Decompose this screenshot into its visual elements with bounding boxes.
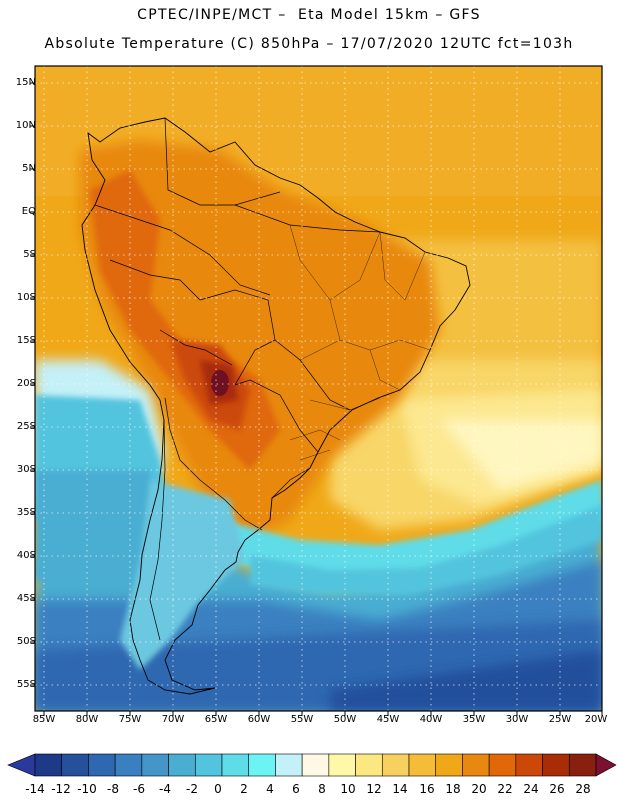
colorbar-label: 8: [318, 782, 326, 796]
colorbar-swatch: [168, 753, 196, 777]
colorbar-label: -12: [51, 782, 71, 796]
colorbar-label: 18: [445, 782, 461, 796]
title-line-1: CPTEC/INPE/MCT – Eta Model 15km – GFS: [137, 7, 481, 23]
colorbar-swatch: [275, 753, 303, 777]
colorbar-swatch: [542, 753, 570, 777]
lon-label-60w: 60W: [247, 714, 271, 725]
lat-label-10n: 10N: [15, 120, 36, 131]
colorbar-label: -10: [77, 782, 97, 796]
colorbar-swatch: [435, 753, 463, 777]
colorbar-swatch: [221, 753, 250, 777]
colorbar-label: 10: [340, 782, 356, 796]
colorbar-swatch: [328, 753, 356, 777]
lon-label-40w: 40W: [419, 714, 443, 725]
lat-label-5s: 5S: [23, 249, 36, 260]
lat-label-30s: 30S: [16, 464, 36, 475]
colorbar: [7, 753, 617, 777]
lon-label-70w: 70W: [161, 714, 185, 725]
map-frame: [34, 65, 603, 712]
lon-label-25w: 25W: [548, 714, 572, 725]
lon-label-75w: 75W: [118, 714, 142, 725]
colorbar-swatch: [301, 753, 330, 777]
colorbar-swatch: [61, 753, 89, 777]
colorbar-swatch: [141, 753, 169, 777]
colorbar-swatch: [194, 753, 223, 777]
lat-label-15s: 15S: [16, 335, 36, 346]
colorbar-label: 26: [549, 782, 565, 796]
colorbar-label: -6: [133, 782, 145, 796]
lon-label-50w: 50W: [333, 714, 357, 725]
lat-label-35s: 35S: [16, 507, 36, 518]
lon-label-35w: 35W: [462, 714, 486, 725]
colorbar-label: 24: [523, 782, 539, 796]
lat-label-45s: 45S: [16, 593, 36, 604]
colorbar-label: 4: [266, 782, 274, 796]
lon-label-65w: 65W: [204, 714, 228, 725]
colorbar-label: -8: [107, 782, 119, 796]
colorbar-label: 6: [292, 782, 300, 796]
lat-label-5n: 5N: [22, 163, 36, 174]
colorbar-label: 20: [471, 782, 487, 796]
lat-label-eq: EQ: [21, 206, 36, 217]
colorbar-label: 0: [214, 782, 222, 796]
country-borders: [94, 117, 381, 641]
temperature-field: [35, 66, 602, 711]
lon-label-20w: 20W: [584, 714, 608, 725]
colorbar-label: -14: [25, 782, 45, 796]
lat-label-10s: 10S: [16, 292, 36, 303]
colorbar-over-arrow: [595, 753, 617, 777]
colorbar-swatch: [462, 753, 490, 777]
title-line-2: Absolute Temperature (C) 850hPa – 17/07/…: [44, 36, 574, 52]
colorbar-label: 22: [497, 782, 513, 796]
colorbar-label: 12: [366, 782, 382, 796]
lat-label-15n: 15N: [15, 77, 36, 88]
lat-label-55s: 55S: [16, 679, 36, 690]
lon-label-85w: 85W: [32, 714, 56, 725]
colorbar-swatch: [515, 753, 543, 777]
colorbar-label: 16: [419, 782, 435, 796]
lon-label-55w: 55W: [290, 714, 314, 725]
colorbar-label: -2: [186, 782, 198, 796]
colorbar-under-arrow: [7, 753, 36, 777]
colorbar-swatch: [568, 753, 597, 777]
colorbar-swatch: [408, 753, 437, 777]
colorbar-swatch: [488, 753, 517, 777]
lon-label-80w: 80W: [75, 714, 99, 725]
colorbar-label: 14: [392, 782, 408, 796]
lat-label-20s: 20S: [16, 378, 36, 389]
colorbar-swatch: [114, 753, 143, 777]
colorbar-swatch: [381, 753, 410, 777]
colorbar-label: 2: [240, 782, 248, 796]
state-borders: [289, 224, 431, 461]
colorbar-swatch: [248, 753, 276, 777]
colorbar-label: -4: [159, 782, 171, 796]
lon-label-30w: 30W: [505, 714, 529, 725]
lon-label-45w: 45W: [376, 714, 400, 725]
colorbar-swatch: [34, 753, 63, 777]
graticule: [35, 66, 603, 711]
lat-label-50s: 50S: [16, 636, 36, 647]
colorbar-label: 28: [575, 782, 591, 796]
south-america-coastline: [81, 117, 471, 695]
colorbar-swatch: [88, 753, 116, 777]
lat-label-40s: 40S: [16, 550, 36, 561]
lat-label-25s: 25S: [16, 421, 36, 432]
colorbar-swatch: [355, 753, 383, 777]
